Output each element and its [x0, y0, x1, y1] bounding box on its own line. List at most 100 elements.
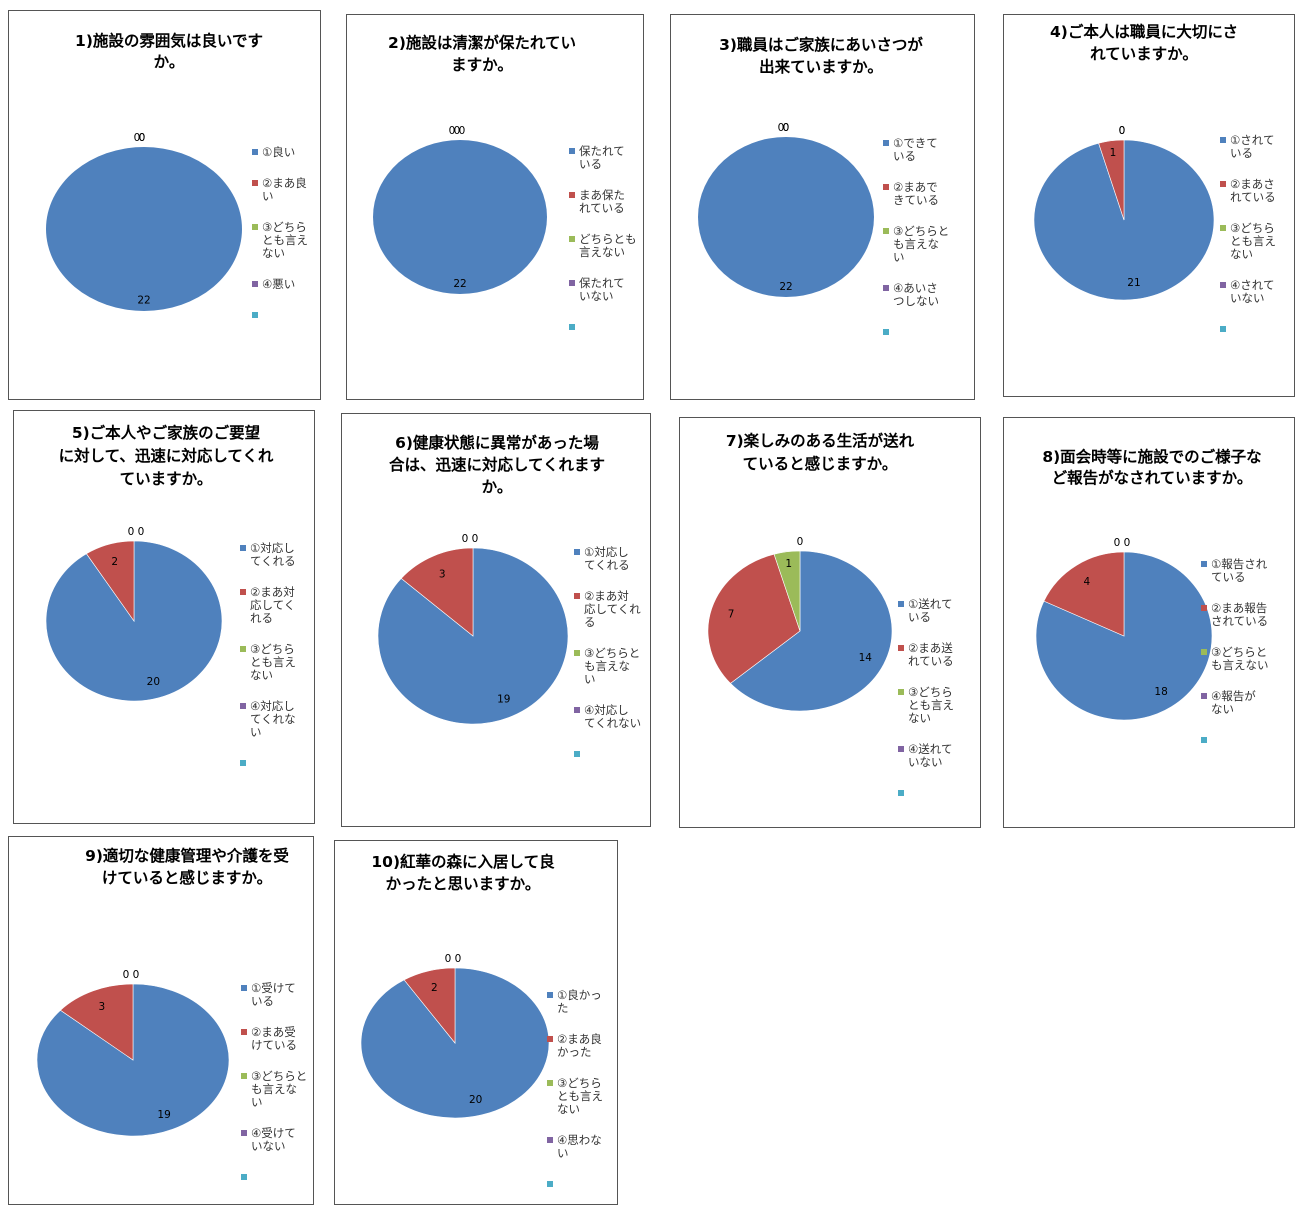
legend-entry: ①対応し — [584, 545, 629, 559]
chart-title: 3)職員はご家族にあいさつが — [719, 35, 923, 54]
legend-entry: ④送れて — [908, 742, 952, 756]
legend-swatch — [883, 140, 889, 146]
legend-entry: ②まあ送 — [908, 641, 953, 655]
legend-swatch — [240, 646, 246, 652]
data-label: 0 — [1114, 537, 1121, 549]
legend-entry: ④報告が — [1211, 689, 1256, 703]
legend-swatch — [240, 760, 246, 766]
legend-entry: ない — [557, 1102, 580, 1116]
legend-entry: も言えない — [1211, 658, 1269, 672]
legend-swatch — [1220, 181, 1226, 187]
data-label: 0 — [1119, 125, 1126, 137]
legend-swatch — [898, 645, 904, 651]
chart-title: に対して、迅速に対応してくれ — [59, 446, 274, 465]
pie-slice — [730, 550, 893, 712]
data-label: 0 — [128, 526, 135, 538]
data-label: 20 — [147, 676, 160, 688]
legend-entry: ④されて — [1230, 278, 1274, 292]
legend-entry: い — [262, 189, 274, 203]
data-label: 22 — [453, 278, 466, 290]
data-label: 4 — [1084, 576, 1091, 588]
data-label: 0 — [449, 125, 456, 137]
data-label: 18 — [1154, 686, 1167, 698]
legend-swatch — [569, 192, 575, 198]
data-label: 3 — [99, 1001, 106, 1013]
legend-entry: ④あいさ — [893, 281, 938, 295]
legend-swatch — [898, 601, 904, 607]
chart-title: 2)施設は清潔が保たれてい — [388, 33, 576, 52]
legend-swatch — [241, 1029, 247, 1035]
legend-entry: いる — [908, 610, 931, 624]
legend-entry: いない — [1230, 291, 1265, 305]
chart-panel-6: 6)健康状態に異常があった場 合は、迅速に対応してくれます か。 19 3 0 0 ①対応して… — [341, 413, 651, 827]
legend-entry: ①対応し — [250, 541, 295, 555]
chart-title: 5)ご本人やご家族のご要望 — [72, 423, 260, 442]
legend-entry: いない — [579, 289, 614, 303]
chart-title: 7)楽しみのある生活が送れ — [726, 431, 915, 450]
pie-slice — [403, 967, 456, 1044]
legend-entry: てくれる — [584, 558, 630, 572]
pie-slice — [85, 540, 135, 622]
chart-panel-3: 3)職員はご家族にあいさつが 出来ていますか。 22 0 0 0 ①できて いる ②まあで きてい… — [670, 14, 975, 400]
legend-swatch — [574, 593, 580, 599]
data-label: 0 — [783, 122, 790, 134]
chart-panel-2: 2)施設は清潔が保たれてい ますか。 22 0 0 0 保たれて いる まあ保た れている どちらと… — [346, 14, 644, 400]
legend-entry: かった — [557, 1045, 592, 1059]
legend-entry: ている — [1211, 570, 1246, 584]
data-label: 2 — [111, 556, 118, 568]
legend-entry: ④対応し — [250, 699, 295, 713]
legend-swatch — [547, 1137, 553, 1143]
pie-slice — [1035, 551, 1213, 721]
legend-entry: れる — [250, 611, 273, 625]
legend-entry: ①送れて — [908, 597, 952, 611]
legend-entry: ②まあ対 — [250, 585, 295, 599]
legend-entry: れている — [579, 201, 625, 215]
legend-entry: れている — [1230, 190, 1276, 204]
legend-entry: ない — [250, 668, 273, 682]
data-label: 0 — [139, 132, 146, 144]
legend-entry: ③どちら — [557, 1076, 602, 1090]
chart-panel-8: 8)面会時等に施設でのご様子な ど報告がなされていますか。 18 4 0 0 ①報告され てい… — [1003, 417, 1295, 828]
pie-slice — [59, 983, 134, 1061]
legend-swatch — [1201, 561, 1207, 567]
legend-entry: とも言え — [262, 233, 308, 247]
legend-swatch — [547, 992, 553, 998]
data-label: 22 — [779, 281, 792, 293]
legend-swatch — [569, 324, 575, 330]
pie-slice — [698, 137, 874, 297]
legend-entry: ④対応し — [584, 703, 629, 717]
data-label: 20 — [469, 1094, 482, 1106]
legend-entry: いる — [893, 149, 916, 163]
legend-entry: れている — [908, 654, 954, 668]
chart-title: 9)適切な健康管理や介護を受 — [85, 846, 289, 865]
legend-entry: ない — [1230, 247, 1253, 261]
legend-entry: いる — [251, 994, 274, 1008]
legend-entry: た — [557, 1001, 569, 1015]
legend-entry: されている — [1211, 614, 1268, 628]
legend-entry: てくれな — [250, 712, 296, 726]
legend-swatch — [547, 1181, 553, 1187]
legend-entry: 応してく — [250, 598, 295, 612]
chart-title: けていると感じますか。 — [102, 868, 272, 887]
pie-chart-4: 4)ご本人は職員に大切にされていますか。21100①されている②まあされている③… — [1033, 22, 1276, 332]
data-label: 19 — [497, 693, 510, 705]
legend-swatch — [240, 703, 246, 709]
data-label: 0 — [1119, 125, 1126, 137]
legend-entry: ③どちらと — [893, 224, 949, 238]
legend-entry: も言えな — [251, 1082, 297, 1096]
legend-entry: いる — [1230, 146, 1253, 160]
legend-entry: とも言え — [557, 1089, 603, 1103]
chart-title: 4)ご本人は職員に大切にさ — [1050, 22, 1238, 41]
legend-entry: ①良かっ — [557, 988, 602, 1002]
legend-swatch — [252, 281, 258, 287]
data-label: 1 — [785, 558, 792, 570]
pie-chart-2: 2)施設は清潔が保たれていますか。22000保たれているまあ保たれているどちらと… — [373, 33, 637, 330]
legend-swatch — [898, 746, 904, 752]
legend-entry: ③どちら — [908, 685, 953, 699]
chart-title: ますか。 — [451, 56, 513, 74]
